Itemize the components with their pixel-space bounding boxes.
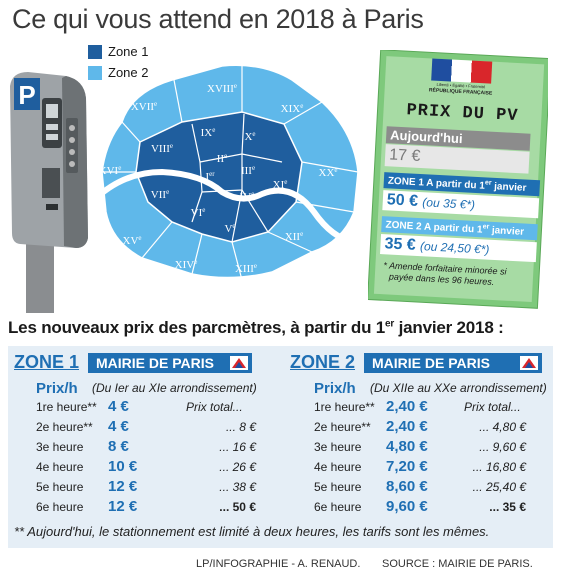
mairie-logo-icon [230, 356, 248, 370]
arr-label-20: XXe [319, 166, 338, 179]
arr-label-7: VIIe [151, 188, 169, 201]
meter-sign-p: P [18, 80, 35, 110]
section-subtitle: Les nouveaux prix des parcmètres, à part… [8, 318, 504, 337]
parking-meter-illustration: P [10, 72, 88, 313]
footnote: ** Aujourd'hui, le stationnement est lim… [14, 524, 490, 539]
arr-label-15: XVe [123, 234, 142, 247]
legend-label-zone2: Zone 2 [108, 65, 149, 80]
arr-label-3: IIIe [241, 164, 255, 177]
arr-label-16: XVIe [99, 164, 122, 177]
zone1-prixh-label: Prix/h [36, 380, 78, 397]
republique-logo: Liberté • Égalité • Fraternité RÉPUBLIQU… [429, 58, 492, 97]
arr-label-5: Ve [224, 222, 235, 235]
legend-swatch-zone2 [88, 66, 102, 80]
arr-label-10: Xe [244, 130, 255, 143]
arr-label-18: XVIIIe [207, 82, 237, 95]
credit-source: SOURCE : MAIRIE DE PARIS. [382, 558, 533, 570]
arr-label-2: IIe [217, 152, 227, 165]
zone1-range: (Du Ier au XIe arrondissement) [92, 381, 257, 395]
zone2-range: (Du XIIe au XXe arrondissement) [370, 381, 547, 395]
paris-map: Ier IIe IIIe IVe Ve VIe VIIe VIIIe IXe X… [92, 64, 359, 281]
pv-ticket-card: Liberté • Égalité • Fraternité RÉPUBLIQU… [368, 50, 548, 310]
arr-label-12: XIIe [285, 230, 303, 243]
arr-label-11: XIe [273, 178, 288, 191]
arr-label-6: VIe [191, 206, 206, 219]
arr-label-14: XIVe [175, 258, 198, 271]
seine-river [92, 168, 355, 245]
zone1-mairie-banner: MAIRIE DE PARIS [88, 353, 252, 373]
pv-heading: PRIX DU PV [406, 101, 519, 127]
meter-sign-box [14, 78, 40, 110]
arr-label-17: XVIIe [131, 100, 157, 113]
mairie-logo-icon [520, 356, 538, 370]
arr-label-4: IVe [240, 190, 255, 203]
zone1-header: ZONE 1 [14, 352, 80, 372]
arr-label-19: XIXe [281, 102, 304, 115]
legend-swatch-zone1 [88, 45, 102, 59]
page-title: Ce qui vous attend en 2018 à Paris [12, 4, 424, 34]
tariffs-panel: ZONE 1 MAIRIE DE PARIS Prix/h (Du Ier au… [8, 346, 553, 548]
arr-label-1: Ier [205, 170, 215, 183]
zone2-mairie-banner: MAIRIE DE PARIS [364, 353, 542, 373]
zone2-prixh-label: Prix/h [314, 380, 356, 397]
arr-label-13: XIIIe [235, 262, 257, 275]
legend-label-zone1: Zone 1 [108, 44, 149, 59]
arr-label-8: VIIIe [151, 142, 173, 155]
credit-infographie: LP/INFOGRAPHIE - A. RENAUD. [196, 558, 361, 570]
arr-label-9: IXe [201, 126, 216, 139]
zone2-header: ZONE 2 [290, 352, 356, 372]
